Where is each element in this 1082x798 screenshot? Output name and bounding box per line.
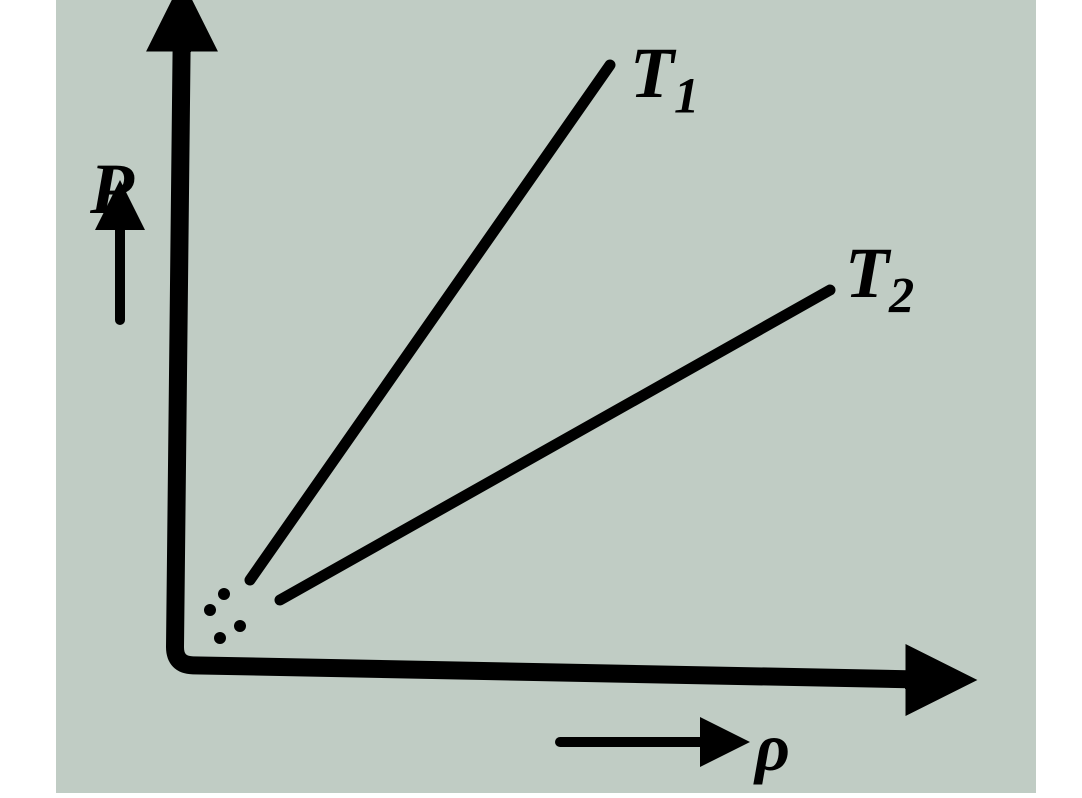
- chart-svg: [0, 0, 1082, 793]
- x-axis-label: ρ: [755, 708, 790, 787]
- line-label-T2: T2: [845, 232, 914, 324]
- line-label-T1: T1: [630, 32, 699, 124]
- chart-container: P ρ T1 T2: [0, 0, 1082, 793]
- y-axis-label: P: [90, 148, 134, 231]
